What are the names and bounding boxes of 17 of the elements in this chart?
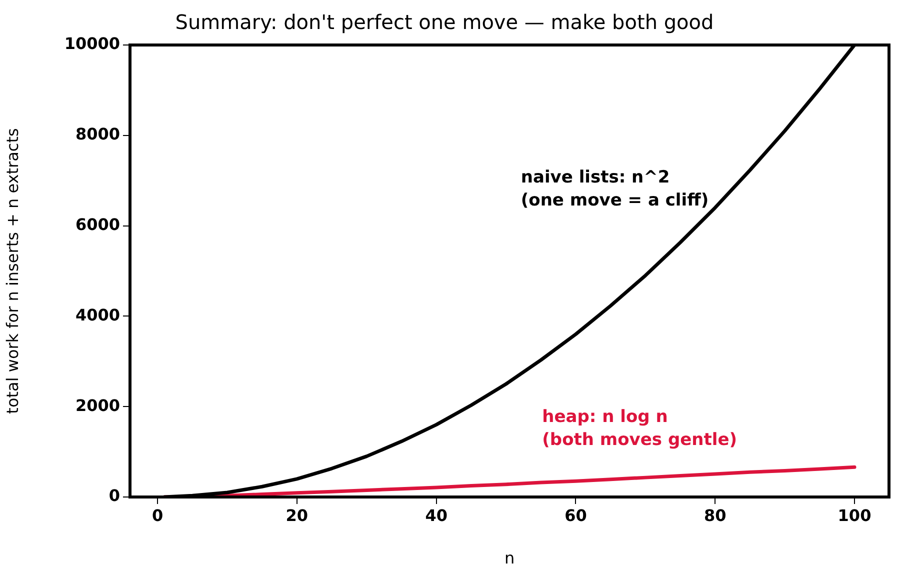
x-tick-label: 20 <box>286 506 308 525</box>
x-axis-title: n <box>504 548 515 568</box>
series-label: heap: n log n (both moves gentle) <box>542 407 738 450</box>
y-tick-label: 6000 <box>75 214 120 234</box>
y-tick-label: 0 <box>108 486 120 506</box>
x-tick-label: 0 <box>152 506 164 525</box>
x-tick-label: 100 <box>838 506 872 525</box>
y-tick-label: 4000 <box>75 305 120 324</box>
y-axis-title: total work for n inserts + n extracts <box>2 128 22 414</box>
x-tick-label: 40 <box>425 506 448 525</box>
y-tick-label: 10000 <box>64 34 120 54</box>
x-tick-label: 80 <box>704 506 726 525</box>
y-tick-label: 8000 <box>75 124 120 144</box>
series-label: naive lists: n^2 (one move = a cliff) <box>520 167 709 210</box>
x-tick-label: 60 <box>564 506 587 525</box>
chart-title: Summary: don't perfect one move — make both good <box>175 10 714 34</box>
y-tick-label: 2000 <box>75 396 120 415</box>
